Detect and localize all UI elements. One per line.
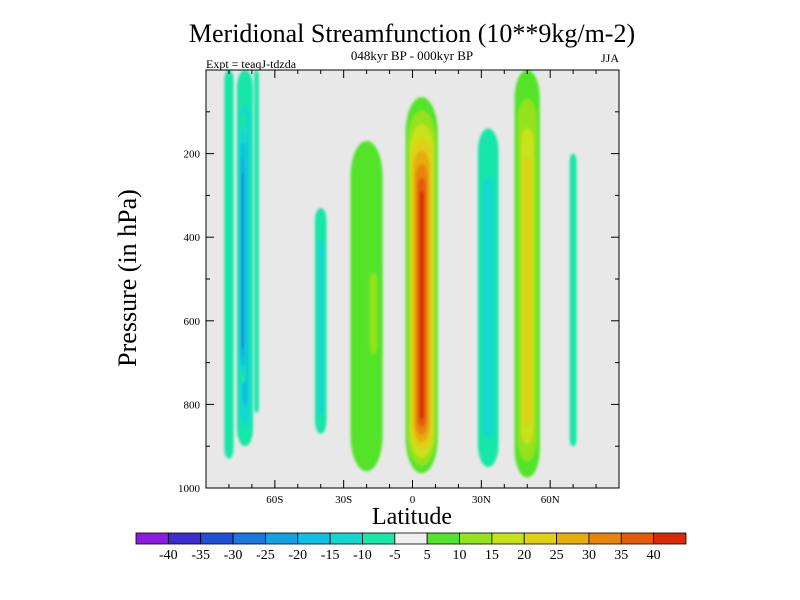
colorbar-box (556, 532, 590, 545)
contour-band (241, 173, 244, 348)
x-tick-label: 30N (472, 494, 491, 506)
colorbar-label: 25 (550, 548, 564, 563)
colorbar-box (523, 532, 557, 545)
contour-band (524, 157, 531, 428)
colorbar-label: 15 (485, 548, 499, 563)
colorbar-label: 20 (517, 548, 531, 563)
colorbar-box (265, 532, 299, 545)
colorbar-box (394, 532, 428, 545)
colorbar-label: 35 (614, 548, 628, 563)
feature-3 (254, 70, 259, 413)
colorbar-label: -10 (353, 548, 372, 563)
colorbar-label: 40 (647, 548, 661, 563)
feature-7 (405, 97, 438, 474)
contour-band (254, 70, 259, 413)
experiment-label: Expt = teaqJ-tdzda (206, 57, 297, 71)
colorbar-label: 10 (453, 548, 467, 563)
colorbar-box (167, 532, 202, 545)
colorbar-label: -40 (159, 548, 178, 563)
chart-title: Meridional Streamfunction (10**9kg/m-2) (189, 19, 635, 48)
y-tick-label: 400 (184, 232, 201, 244)
colorbar-box (426, 532, 460, 545)
colorbar-label: -30 (224, 548, 243, 563)
y-tick-label: 200 (184, 149, 201, 161)
feature-5 (350, 141, 383, 472)
colorbar-box (297, 532, 331, 545)
x-ticks: 60S 30S 0 30N 60N (205, 70, 620, 506)
contour-band (483, 176, 494, 440)
colorbar-label: -20 (288, 548, 307, 563)
plot-fields (224, 70, 577, 478)
x-tick-label: 0 (410, 494, 416, 506)
feature-4 (314, 207, 327, 434)
colorbar-label: -35 (191, 548, 210, 563)
feature-9 (514, 70, 540, 478)
contour-band (224, 70, 234, 459)
colorbar-box (135, 532, 169, 545)
colorbar-box (491, 532, 525, 545)
colorbar-box (588, 532, 622, 545)
feature-8 (477, 128, 499, 468)
contour-band (569, 153, 577, 447)
feature-0 (224, 70, 234, 459)
colorbar-label: 5 (424, 548, 431, 563)
season-label: JJA (601, 51, 619, 65)
colorbar-box (362, 532, 396, 545)
y-tick-label: 800 (184, 399, 201, 411)
colorbar-box (653, 532, 687, 545)
colorbar-label: -25 (256, 548, 275, 563)
colorbar-box (620, 532, 655, 545)
colorbar-label: -15 (321, 548, 340, 563)
x-tick-label: 30S (335, 494, 352, 506)
x-tick-label: 60N (541, 494, 560, 506)
colorbar-box (329, 532, 363, 545)
feature-10 (569, 153, 577, 447)
feature-2 (239, 111, 247, 384)
y-ticks: 200 400 600 800 1000 (178, 111, 619, 495)
colorbar-label: 30 (582, 548, 596, 563)
x-axis-label: Latitude (372, 504, 452, 530)
colorbar-box (459, 532, 493, 545)
y-axis-label: Pressure (in hPa) (113, 189, 142, 367)
chart-subtitle: 048kyr BP - 000kyr BP (351, 48, 473, 63)
contour-band (317, 240, 324, 416)
y-tick-label: 1000 (178, 483, 201, 495)
contour-band (370, 272, 377, 354)
colorbar-box (232, 532, 266, 545)
feature-6 (366, 258, 381, 363)
y-tick-label: 600 (184, 316, 201, 328)
contour-band (419, 190, 424, 420)
colorbar-box (200, 532, 234, 545)
contour-band (350, 141, 383, 472)
x-tick-label: 60S (266, 494, 283, 506)
colorbar: -40 -35 -30 -25 -20 -15 -10 -5 5 10 15 20 25 30 35 40 (135, 532, 687, 563)
colorbar-label: -5 (389, 548, 401, 563)
